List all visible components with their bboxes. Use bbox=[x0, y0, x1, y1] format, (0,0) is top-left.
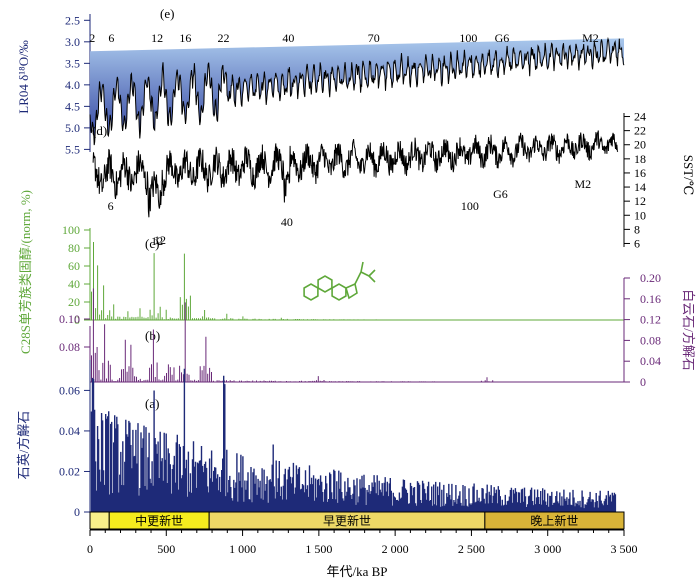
lr04-annotation: 100 bbox=[459, 31, 477, 45]
panel-label-b: (b) bbox=[145, 328, 160, 343]
c28s-tick-label: 20 bbox=[68, 295, 80, 309]
panel-e: 2.5 3.0 3.5 4.0 4.5 5.0 5.5 LR04 δ¹⁸O/‰ (e) 2 6 12 1… bbox=[16, 6, 625, 156]
lr04-annotation: 12 bbox=[151, 31, 163, 45]
c28s-tick-label: 80 bbox=[68, 241, 80, 255]
steroid-structure-icon bbox=[303, 261, 376, 301]
panel-label-e: (e) bbox=[160, 6, 174, 21]
sst-tick-label: 20 bbox=[634, 138, 646, 152]
sst-tick-label: 24 bbox=[634, 110, 646, 124]
panel-a: 0 0.02 0.04 0.06 石英/方解石 (a) bbox=[16, 360, 617, 519]
dolomite-left-tick-label: 0.10 bbox=[59, 312, 80, 326]
sst-tick-label: 18 bbox=[634, 152, 646, 166]
sst-tick-label: 16 bbox=[634, 166, 646, 180]
lr04-axis-label: LR04 δ¹⁸O/‰ bbox=[16, 40, 31, 113]
epoch-segment bbox=[89, 511, 110, 530]
x-axis: 0 500 1 000 1 500 2 000 2 500 3 000 3 500 年代/ka … bbox=[87, 529, 638, 579]
panel-label-c: (c) bbox=[145, 236, 159, 251]
lr04-tick-label: 3.0 bbox=[65, 35, 80, 49]
lr04-annotation: 22 bbox=[218, 31, 230, 45]
lr04-annotation: 40 bbox=[282, 31, 294, 45]
sst-tick-label: 14 bbox=[634, 180, 646, 194]
quartz-tick-label: 0 bbox=[74, 505, 80, 519]
lr04-annotation: 70 bbox=[368, 31, 380, 45]
lr04-annotation: 2 bbox=[89, 31, 95, 45]
epoch-segment bbox=[484, 511, 625, 530]
c28s-bars bbox=[91, 242, 615, 320]
x-tick-label: 3 500 bbox=[611, 542, 638, 556]
panel-c: 0 20 40 60 80 100 C28S单芳族类固醇/(norm, %) (c)12 bbox=[18, 190, 624, 354]
x-tick-label: 2 500 bbox=[458, 542, 485, 556]
lr04-series-line bbox=[89, 36, 625, 146]
c28s-tick-label: 100 bbox=[62, 223, 80, 237]
c28s-tick-label: 60 bbox=[68, 259, 80, 273]
sst-annotation: 40 bbox=[281, 215, 293, 229]
panel-label-a: (a) bbox=[145, 396, 159, 411]
dolomite-tick-label: 0.20 bbox=[640, 271, 661, 285]
sst-annotation: 12 bbox=[151, 234, 163, 248]
sst-annotation: G6 bbox=[493, 187, 508, 201]
c28s-tick-label: 40 bbox=[68, 277, 80, 291]
x-tick-label: 1 500 bbox=[305, 542, 332, 556]
epoch-label: 中更新世 bbox=[135, 513, 183, 528]
sst-annotation: 100 bbox=[461, 199, 479, 213]
panel-label-d: (d) bbox=[92, 123, 107, 138]
dolomite-tick-label: 0.04 bbox=[640, 354, 661, 368]
sst-annotation: M2 bbox=[574, 177, 591, 191]
c28s-tick-label: 0 bbox=[74, 313, 80, 327]
lr04-annotation: G6 bbox=[495, 31, 510, 45]
x-tick-label: 3 000 bbox=[534, 542, 561, 556]
sst-tick-label: 10 bbox=[634, 208, 646, 222]
sst-annotation: 6 bbox=[108, 199, 114, 213]
x-axis-label: 年代/ka BP bbox=[326, 564, 387, 579]
sst-axis-label: SST/℃ bbox=[681, 155, 696, 196]
x-tick-label: 2 000 bbox=[382, 542, 409, 556]
lr04-tick-label: 5.5 bbox=[65, 142, 80, 156]
dolomite-axis-label: 白云石/方解石 bbox=[681, 289, 696, 371]
dolomite-tick-label: 0 bbox=[640, 375, 646, 389]
c28s-annotation: 12 bbox=[154, 233, 166, 247]
sst-series-line bbox=[92, 130, 619, 218]
lr04-annotation: 6 bbox=[108, 31, 114, 45]
quartz-tick-label: 0.02 bbox=[59, 464, 80, 478]
lr04-tick-label: 3.5 bbox=[65, 56, 80, 70]
x-tick-label: 0 bbox=[87, 542, 93, 556]
c28s-axis-label: C28S单芳族类固醇/(norm, %) bbox=[18, 190, 33, 354]
quartz-tick-label: 0.04 bbox=[59, 424, 80, 438]
lr04-tick-label: 4.5 bbox=[65, 99, 80, 113]
quartz-bars bbox=[90, 368, 617, 512]
panel-b: 0 0.04 0.08 0.12 0.16 0.20 0.08 0.10 白云石/方解石 (b) bbox=[59, 271, 696, 389]
sst-tick-label: 12 bbox=[634, 194, 646, 208]
x-tick-label: 500 bbox=[157, 542, 175, 556]
quartz-tick-label: 0.06 bbox=[59, 383, 80, 397]
lr04-tick-label: 4.0 bbox=[65, 78, 80, 92]
dolomite-tick-label: 0.12 bbox=[640, 313, 661, 327]
sst-tick-label: 8 bbox=[634, 222, 640, 236]
lr04-tick-label: 5.0 bbox=[65, 121, 80, 135]
epoch-label: 早更新世 bbox=[323, 513, 371, 528]
lr04-tick-label: 2.5 bbox=[65, 13, 80, 27]
sst-tick-label: 6 bbox=[634, 236, 640, 250]
lr04-fill bbox=[90, 38, 624, 146]
lr04-annotation: 16 bbox=[179, 31, 191, 45]
epoch-bar: 中更新世 早更新世 晚上新世 bbox=[89, 511, 625, 530]
dolomite-tick-label: 0.16 bbox=[640, 292, 661, 306]
dolomite-left-tick-label: 0.08 bbox=[59, 340, 80, 354]
dolomite-bars bbox=[91, 288, 615, 382]
x-tick-label: 1 000 bbox=[229, 542, 256, 556]
lr04-annotation: M2 bbox=[582, 31, 599, 45]
sst-tick-label: 22 bbox=[634, 124, 646, 138]
quartz-axis-label: 石英/方解石 bbox=[16, 411, 31, 480]
dolomite-tick-label: 0.08 bbox=[640, 333, 661, 347]
epoch-label: 晚上新世 bbox=[530, 513, 578, 528]
